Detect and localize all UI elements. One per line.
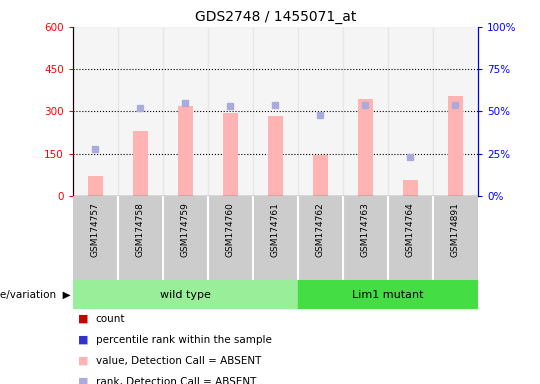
Bar: [178, 106, 193, 196]
Bar: [388, 196, 433, 280]
Text: GSM174763: GSM174763: [361, 203, 370, 258]
Bar: [208, 196, 253, 280]
Bar: [388, 27, 433, 196]
Text: GSM174760: GSM174760: [226, 203, 235, 258]
Bar: [208, 27, 253, 196]
Bar: [313, 155, 328, 196]
Bar: [402, 180, 418, 196]
Text: GSM174757: GSM174757: [91, 203, 100, 258]
Text: GSM174764: GSM174764: [406, 203, 415, 257]
Bar: [433, 196, 478, 280]
Text: GSM174761: GSM174761: [271, 203, 280, 258]
Text: ■: ■: [78, 335, 89, 345]
Bar: [118, 196, 163, 280]
Text: GSM174762: GSM174762: [316, 203, 325, 257]
Bar: [253, 196, 298, 280]
Bar: [298, 280, 478, 309]
Bar: [298, 196, 343, 280]
Text: percentile rank within the sample: percentile rank within the sample: [96, 335, 272, 345]
Text: ■: ■: [78, 356, 89, 366]
Bar: [73, 280, 298, 309]
Title: GDS2748 / 1455071_at: GDS2748 / 1455071_at: [195, 10, 356, 25]
Text: genotype/variation  ▶: genotype/variation ▶: [0, 290, 70, 300]
Bar: [73, 196, 118, 280]
Bar: [298, 27, 343, 196]
Text: GSM174891: GSM174891: [451, 203, 460, 258]
Bar: [87, 176, 103, 196]
Bar: [448, 96, 463, 196]
Text: count: count: [96, 314, 125, 324]
Text: Lim1 mutant: Lim1 mutant: [352, 290, 424, 300]
Bar: [73, 27, 118, 196]
Bar: [343, 196, 388, 280]
Bar: [163, 196, 208, 280]
Text: GSM174759: GSM174759: [181, 203, 190, 258]
Bar: [253, 27, 298, 196]
Bar: [163, 27, 208, 196]
Bar: [222, 113, 238, 196]
Text: value, Detection Call = ABSENT: value, Detection Call = ABSENT: [96, 356, 261, 366]
Text: ■: ■: [78, 377, 89, 384]
Bar: [132, 131, 149, 196]
Text: rank, Detection Call = ABSENT: rank, Detection Call = ABSENT: [96, 377, 256, 384]
Bar: [357, 99, 373, 196]
Text: wild type: wild type: [160, 290, 211, 300]
Bar: [433, 27, 478, 196]
Text: ■: ■: [78, 314, 89, 324]
Bar: [343, 27, 388, 196]
Bar: [267, 116, 284, 196]
Bar: [118, 27, 163, 196]
Text: GSM174758: GSM174758: [136, 203, 145, 258]
